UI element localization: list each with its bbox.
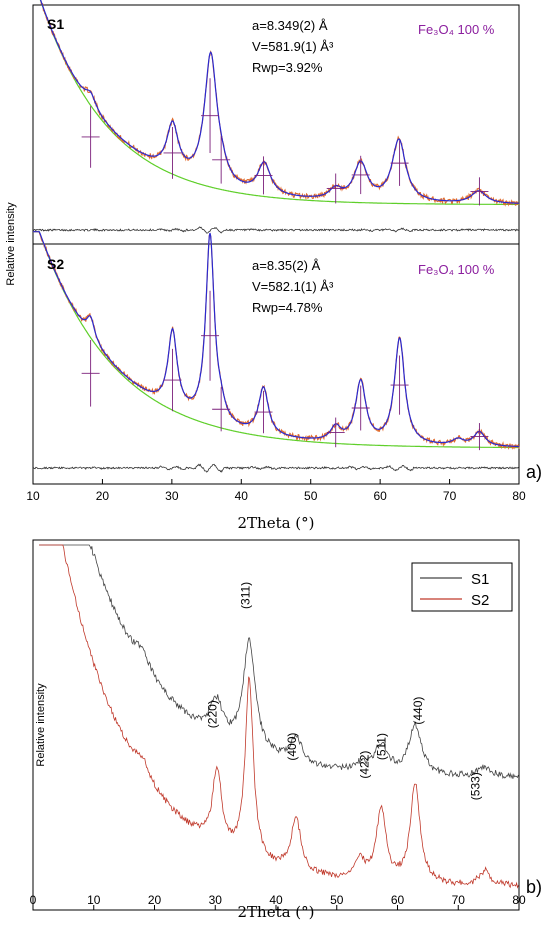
x-tick-label: 30 [209,893,223,907]
fit-parameter: Rwp=3.92% [252,60,323,75]
panel-b-ylabel: Relative intensity [35,683,47,767]
fit-parameter: a=8.35(2) Å [252,258,321,273]
sample-label: S1 [47,16,64,32]
peak-label: (422) [357,751,371,779]
phase-label: Fe₃O₄ 100 % [418,262,495,277]
x-tick-label: 40 [235,489,249,503]
panel-b: (220) (311) (400) (422)(511) (440) (533) 0 10 2… [30,539,542,921]
x-tick-label: 10 [87,893,101,907]
fit-parameter: Rwp=4.78% [252,300,323,315]
x-tick-label: 60 [373,489,387,503]
panel-b-label: b) [526,877,542,897]
x-tick-label: 20 [96,489,110,503]
legend-box [411,562,513,612]
peak-label: (440) [411,697,425,725]
panel-b-x-axis: 0 10 20 30 40 50 60 70 80 [30,893,526,910]
x-tick-label: 10 [26,489,40,503]
subplot-s1: S1 a=8.349(2) Å V=581.9(1) Å³ Rwp=3.92% Fe₃O… [32,0,520,234]
peak-label: (311) [238,582,252,609]
x-tick-label: 60 [391,893,405,907]
peak-label: (511) [374,733,388,760]
peak-label: (220) [205,700,219,728]
legend-label: S2 [471,592,489,609]
fit-parameter: V=582.1(1) Å³ [252,279,334,294]
series-s2 [39,544,519,889]
x-tick-label: 80 [512,489,526,503]
panel-a-label: a) [526,462,542,482]
x-tick-label: 50 [304,489,318,503]
peak-label: (400) [285,733,299,761]
panel-a: S1 a=8.349(2) Å V=581.9(1) Å³ Rwp=3.92% Fe₃O… [5,0,542,532]
x-tick-label: 70 [452,893,466,907]
panel-a-xlabel: 2Theta (°) [237,514,314,532]
x-tick-label: 30 [165,489,179,503]
x-tick-label: 0 [30,893,37,907]
x-tick-label: 40 [269,893,283,907]
calculated-curve [33,231,519,448]
calculated-curve [39,0,519,204]
phase-label: Fe₃O₄ 100 % [418,22,495,37]
x-tick-label: 20 [148,893,162,907]
x-tick-label: 80 [512,893,526,907]
x-tick-label: 50 [330,893,344,907]
panel-b-xlabel: 2Theta (°) [237,903,314,921]
panel-a-x-axis: 10 20 30 40 50 60 70 80 [26,479,526,503]
panel-b-plot: (220) (311) (400) (422)(511) (440) (533) [39,544,519,889]
difference-curve [32,226,520,234]
difference-curve [32,463,520,473]
background-curve [39,0,519,205]
fit-parameter: V=581.9(1) Å³ [252,39,334,54]
series-s1 [39,544,519,780]
panel-a-ylabel: Relative intensity [5,202,17,286]
legend-label: S1 [471,571,489,588]
peak-label: (533) [469,772,483,800]
subplot-s2: S2 a=8.35(2) Å V=582.1(1) Å³ Rwp=4.78% Fe₃O₄… [32,231,520,473]
sample-label: S2 [47,256,64,272]
fit-parameter: a=8.349(2) Å [252,18,328,33]
x-tick-label: 70 [443,489,457,503]
